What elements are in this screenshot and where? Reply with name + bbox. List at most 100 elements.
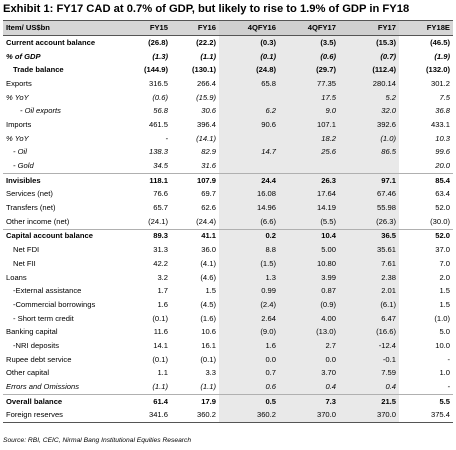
cell-value: (13.0) [279, 325, 339, 340]
cell-value: (30.0) [430, 216, 450, 226]
row-label: Capital account balance [3, 228, 123, 244]
cell-value: 3.70 [279, 366, 339, 381]
cell-value: (5.5) [279, 214, 339, 230]
cell-value: 26.3 [279, 172, 339, 188]
cell-value: (1.6) [200, 313, 216, 323]
cell-value: 1.5 [205, 286, 216, 296]
cell-value: (6.6) [219, 214, 279, 230]
row-label: % YoY [6, 133, 29, 143]
row-label: % of GDP [6, 51, 41, 61]
table-row: Invisibles 118.1 107.9 24.4 26.3 97.1 85.4 [3, 172, 453, 188]
table-row: Capital account balance 89.3 41.1 0.2 10.4 36… [3, 228, 453, 244]
cell-value: 16.08 [219, 187, 279, 202]
table-row: Imports 461.5 396.4 90.6 107.1 392.6 433.1 [3, 118, 453, 132]
row-label: - Gold [13, 161, 34, 171]
row-label: Rupee debt service [6, 354, 72, 364]
cell-value: (1.3) [152, 51, 168, 61]
cell-value: 77.35 [279, 77, 339, 91]
table-row: % YoY (0.6) (15.9) 17.5 5.2 7.5 [3, 90, 453, 105]
cell-value: (24.1) [148, 216, 168, 226]
cell-value: - [165, 133, 168, 143]
cell-value [219, 159, 279, 174]
cell-value: 5.00 [279, 243, 339, 257]
cell-value [339, 159, 399, 174]
cell-value: 2.64 [219, 311, 279, 326]
cell-value: 7.0 [439, 258, 450, 268]
cell-value: 20.0 [435, 161, 450, 171]
cell-value: 1.5 [439, 286, 450, 296]
cell-value: 10.0 [435, 340, 450, 350]
row-label: Banking capital [6, 327, 58, 337]
cell-value: (1.1) [200, 382, 216, 392]
table-row: Errors and Omissions (1.1) (1.1) 0.6 0.4 0.4- [3, 380, 453, 395]
cell-value: (1.9) [434, 51, 450, 61]
cell-value: 55.98 [339, 201, 399, 215]
header-fy15: FY15 [123, 20, 171, 36]
cell-value: (1.0) [434, 313, 450, 323]
cell-value: 0.87 [279, 284, 339, 299]
table-row: Rupee debt service (0.1) (0.1) 0.0 0.0 -0.1- [3, 352, 453, 367]
cell-value: 36.5 [339, 228, 399, 244]
cell-value: 36.0 [201, 245, 216, 255]
cell-value: 370.0 [279, 408, 339, 424]
cell-value: 0.5 [219, 393, 279, 409]
row-label: Other capital [6, 368, 50, 378]
table-row: -Commercial borrowings 1.6 (4.5) (2.4) (0.9)… [3, 298, 453, 312]
row-label: Imports [6, 119, 32, 129]
table-row: -External assistance 1.7 1.5 0.99 0.87 2.01 1.… [3, 284, 453, 299]
row-label: Foreign reserves [3, 408, 123, 424]
table-body: Current account balance (26.8) (22.2) (0.3)… [3, 35, 453, 424]
cell-value: (112.4) [339, 63, 399, 78]
cell-value: (16.6) [339, 325, 399, 340]
cell-value: 396.4 [196, 119, 216, 129]
table-row: Transfers (net) 65.7 62.6 14.96 14.19 55.98 52… [3, 201, 453, 215]
cell-value: 1.6 [157, 299, 168, 309]
cell-value: 433.1 [430, 119, 450, 129]
cell-value: 25.6 [279, 145, 339, 160]
cell-value: 41.1 [171, 228, 219, 244]
cell-value: 90.6 [219, 118, 279, 132]
table-header-row: Item/ US$bn FY15 FY16 4QFY16 4QFY17 FY17… [3, 20, 453, 36]
cell-value: (1.1) [152, 382, 168, 392]
exhibit-title: Exhibit 1: FY17 CAD at 0.7% of GDP, but … [3, 3, 410, 15]
cell-value: 118.1 [123, 172, 171, 188]
cell-value: -0.1 [339, 352, 399, 367]
cell-value: 67.46 [339, 187, 399, 202]
cell-value: (14.1) [196, 133, 216, 143]
header-4qfy16: 4QFY16 [219, 20, 279, 36]
cell-value: (0.9) [279, 298, 339, 312]
cell-value: (29.7) [279, 63, 339, 78]
cell-value: 56.8 [153, 106, 168, 116]
cell-value: 76.6 [153, 189, 168, 199]
row-label: - Oil [13, 147, 27, 157]
cell-value: 11.6 [153, 327, 168, 337]
cell-value: 4.00 [279, 311, 339, 326]
cell-value: - [447, 382, 450, 392]
table-row: Loans 3.2 (4.6) 1.3 3.99 2.38 2.0 [3, 270, 453, 285]
cell-value: (0.6) [152, 92, 168, 102]
row-label: -NRI deposits [13, 340, 60, 350]
cell-value: 18.2 [279, 131, 339, 146]
cell-value: 0.6 [219, 380, 279, 395]
cell-value: 63.4 [435, 189, 450, 199]
cell-value: 17.9 [171, 393, 219, 409]
cell-value: 31.3 [153, 245, 168, 255]
cell-value: 35.61 [339, 243, 399, 257]
table-row: Banking capital 11.6 10.6 (9.0) (13.0) (16.6)… [3, 325, 453, 340]
header-fy16: FY16 [171, 20, 219, 36]
row-label: Net FDI [13, 245, 40, 255]
cell-value: 24.4 [219, 172, 279, 188]
cell-value: 7.59 [339, 366, 399, 381]
cell-value: (46.5) [430, 37, 450, 47]
cell-value: 85.4 [399, 172, 453, 188]
table-row: Overall balance 61.4 17.9 0.5 7.3 21.5 5.5 [3, 393, 453, 409]
cell-value: 14.96 [219, 201, 279, 215]
table-row: Other income (net) (24.1) (24.4) (6.6) (5.5)… [3, 214, 453, 230]
table-row: % of GDP (1.3) (1.1) (0.1) (0.6) (0.7) (1.9) [3, 49, 453, 64]
cell-value: 10.80 [279, 257, 339, 271]
cell-value: 37.0 [435, 245, 450, 255]
table-row: Other capital 1.1 3.3 0.7 3.70 7.59 1.0 [3, 366, 453, 381]
cell-value: 138.3 [148, 147, 168, 157]
cell-value: (6.1) [339, 298, 399, 312]
